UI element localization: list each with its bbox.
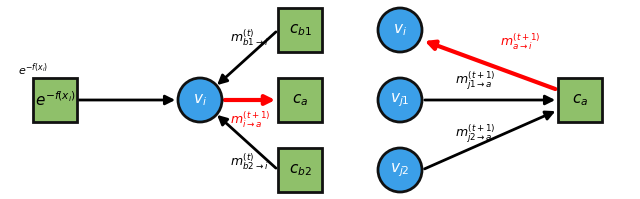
- Text: $c_{b1}$: $c_{b1}$: [289, 22, 312, 38]
- Circle shape: [378, 78, 422, 122]
- Text: $c_a$: $c_a$: [292, 92, 308, 108]
- Text: $m_{b2\rightarrow i}^{(t)}$: $m_{b2\rightarrow i}^{(t)}$: [230, 152, 268, 172]
- Text: $c_a$: $c_a$: [572, 92, 588, 108]
- Text: $m_{b1\rightarrow i}^{(t)}$: $m_{b1\rightarrow i}^{(t)}$: [230, 28, 268, 48]
- Text: $m_{j2\rightarrow a}^{(t+1)}$: $m_{j2\rightarrow a}^{(t+1)}$: [455, 123, 495, 145]
- Text: $v_{j2}$: $v_{j2}$: [390, 161, 410, 179]
- FancyBboxPatch shape: [558, 78, 602, 122]
- FancyBboxPatch shape: [278, 8, 322, 52]
- Text: $m_{i\rightarrow a}^{(t+1)}$: $m_{i\rightarrow a}^{(t+1)}$: [230, 110, 271, 130]
- Circle shape: [378, 8, 422, 52]
- Text: $v_i$: $v_i$: [393, 22, 407, 38]
- Text: $v_{j1}$: $v_{j1}$: [390, 91, 410, 109]
- Text: $v_i$: $v_i$: [193, 92, 207, 108]
- FancyBboxPatch shape: [278, 78, 322, 122]
- Text: $c_{b2}$: $c_{b2}$: [289, 162, 312, 178]
- Circle shape: [378, 148, 422, 192]
- Text: $m_{a\rightarrow i}^{(t+1)}$: $m_{a\rightarrow i}^{(t+1)}$: [500, 32, 541, 52]
- FancyBboxPatch shape: [33, 78, 77, 122]
- Text: $e^{-f(x_i)}$: $e^{-f(x_i)}$: [18, 61, 49, 78]
- Text: $e^{-f(x_i)}$: $e^{-f(x_i)}$: [35, 91, 76, 109]
- FancyBboxPatch shape: [278, 148, 322, 192]
- Circle shape: [178, 78, 222, 122]
- Text: $m_{j1\rightarrow a}^{(t+1)}$: $m_{j1\rightarrow a}^{(t+1)}$: [455, 70, 495, 92]
